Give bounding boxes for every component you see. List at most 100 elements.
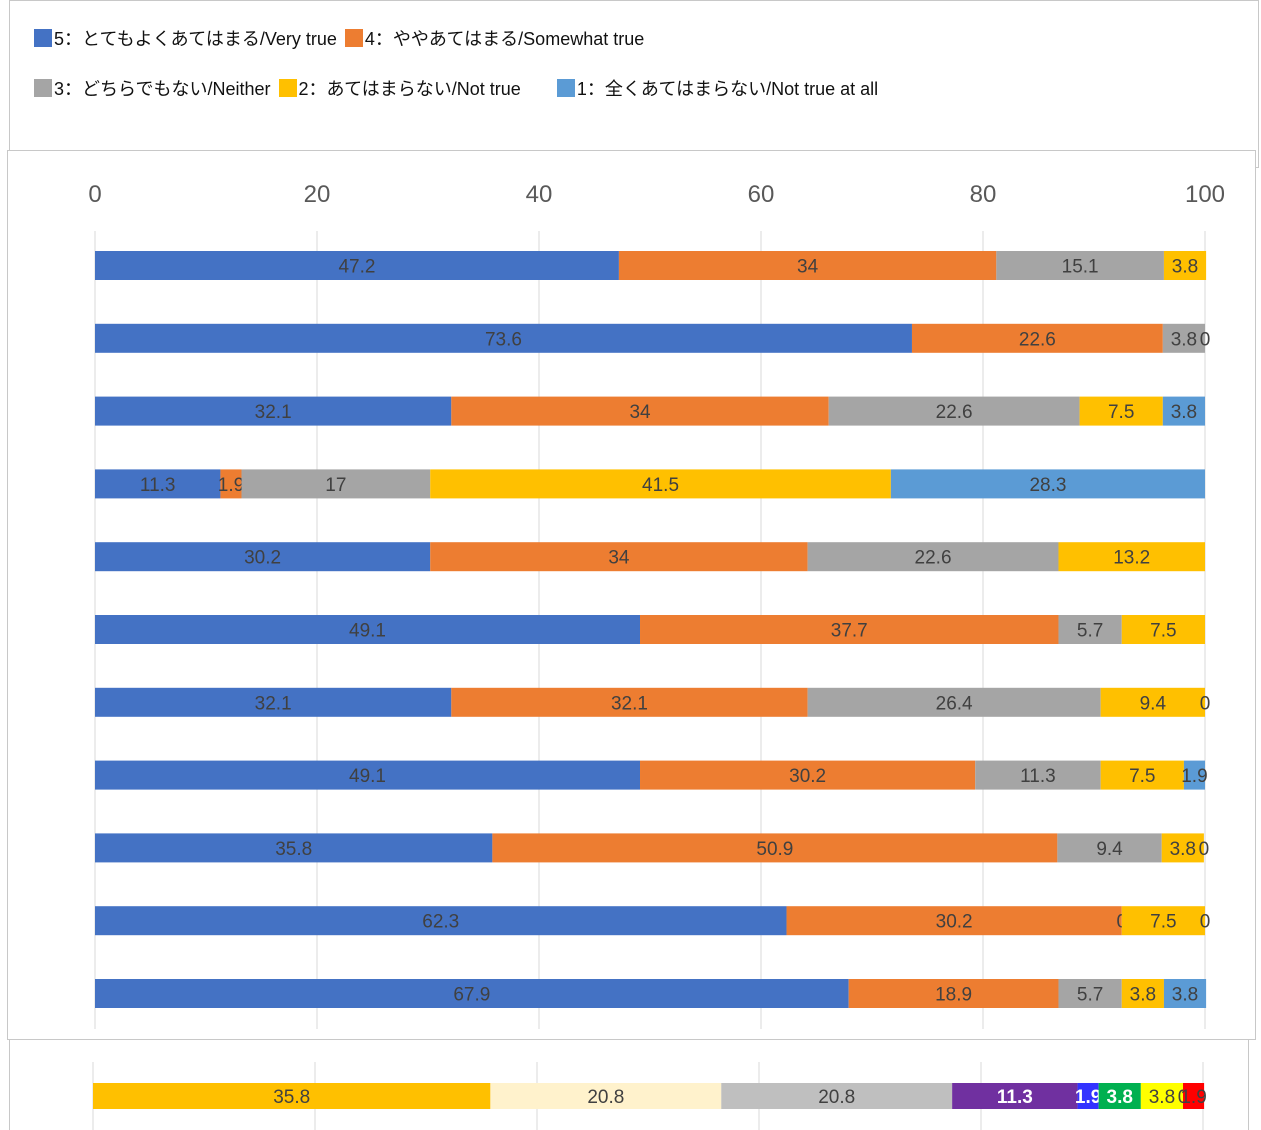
legend-label-not-true-at-all: 1：全くあてはまらない/Not true at all [576,79,879,99]
bar-segment [95,979,849,1008]
data-label: 20.8 [587,1087,624,1108]
data-label: 7.5 [1150,912,1176,933]
data-label: 50.9 [756,839,793,860]
bar-segment [93,1083,491,1109]
bar-segment [95,687,452,717]
bar-segment [430,542,808,572]
bar-segment [1100,687,1205,717]
data-label: 32.1 [255,402,292,423]
legend-row-1: 5：とてもよくあてはまる/Very true 4：ややあてはまる/Somewha… [34,25,652,51]
data-label: 30.2 [936,912,973,933]
data-label: 5.7 [1077,985,1103,1006]
data-label: 11.3 [1020,766,1056,787]
bar-segment [828,396,1080,426]
data-label: 1.9 [1181,766,1207,787]
x-tick-label: 100 [1185,181,1225,208]
data-label: 3.8 [1171,329,1197,350]
bar-segment [911,323,1163,353]
data-label: 34 [629,402,651,423]
legend-swatch-somewhat-true [344,29,363,47]
data-label: 0 [1199,839,1210,860]
bar-segment [1183,1083,1205,1109]
bar-segment [786,906,1122,936]
data-label: 32.1 [611,693,648,714]
bar-segment [95,323,912,353]
bar-segment [890,469,1205,499]
bar-segment [95,760,641,790]
main-chart-panel: 0 20 40 60 80 100 47.2 34 15.1 3.8 73.6 22.6 3.8 0 32.… [7,150,1256,1040]
data-label: 3.8 [1171,402,1197,423]
bar-segment [451,687,808,717]
bar-segment [952,1083,1078,1109]
legend-item-very-true: 5：とてもよくあてはまる/Very true [34,25,337,51]
legend-row-2: 3：どちらでもない/Neither 2：あてはまらない/Not true 1：全… [34,75,886,101]
bar-segment [721,1083,953,1109]
bar-segment [996,251,1164,280]
bar-segment [241,469,431,499]
data-label: 20.8 [818,1087,855,1108]
bar-segment [1161,833,1204,863]
data-label: 35.8 [275,839,312,860]
data-label: 17 [325,475,346,496]
data-label: 3.8 [1172,257,1198,278]
data-label: 28.3 [1029,475,1066,496]
data-label: 35.8 [273,1087,310,1108]
legend-label-very-true: 5：とてもよくあてはまる/Very true [54,29,337,49]
legend-item-somewhat-true: 4：ややあてはまる/Somewhat true [344,25,645,51]
bar-segment [640,615,1059,644]
bar-segment [1077,1083,1099,1109]
bar-segment [492,833,1058,863]
bar-segment [1163,979,1207,1008]
data-label: 9.4 [1140,693,1167,714]
data-label: 18.9 [935,985,972,1006]
legend-swatch-neither [34,79,52,97]
data-label: 47.2 [338,257,375,278]
data-label: 9.4 [1096,839,1123,860]
bar-segment [618,251,997,280]
bar-segment [95,251,619,280]
data-label: 7.5 [1108,402,1134,423]
chart-legend: 5：とてもよくあてはまる/Very true 4：ややあてはまる/Somewha… [9,0,1259,168]
bar-segment [1058,979,1122,1008]
legend-label-neither: 3：どちらでもない/Neither [54,79,271,99]
bar-segment [1162,323,1205,353]
bar-segment [1162,396,1205,426]
bar-segment [95,542,431,572]
legend-item-not-true: 2：あてはまらない/Not true [278,75,521,101]
legend-label-somewhat-true: 4：ややあてはまる/Somewhat true [364,29,645,49]
data-label: 1.9 [1180,1087,1206,1108]
data-label: 15.1 [1062,257,1099,278]
data-label: 22.6 [936,402,973,423]
bar-segment [848,979,1059,1008]
bar-segment [1079,396,1163,426]
data-label: 7.5 [1129,766,1155,787]
data-label: 3.8 [1149,1087,1175,1108]
bar-segment [1183,760,1205,790]
bar-segment [1100,760,1184,790]
second-stacked-bar-chart: 35.820.820.811.31.93.83.801.9 [92,1062,1207,1130]
data-label: 41.5 [642,475,679,496]
data-label: 3.8 [1170,839,1196,860]
bar-segment [975,760,1101,790]
bar-segment [95,396,452,426]
bar-segment [1140,1083,1184,1109]
data-label: 0 [1200,693,1211,714]
legend-swatch-very-true [34,29,52,47]
bar-segment [220,469,242,499]
x-tick-label: 80 [970,181,997,208]
bar-segment [95,833,493,863]
legend-item-neither: 3：どちらでもない/Neither [34,75,271,101]
legend-item-not-true-at-all: 1：全くあてはまらない/Not true at all [556,75,879,101]
data-label: 3.8 [1107,1087,1133,1108]
bar-segment [807,542,1059,572]
x-tick-label: 20 [304,181,331,208]
data-label: 5.7 [1077,621,1103,642]
data-label: 1.9 [1075,1087,1101,1108]
data-label: 49.1 [349,766,386,787]
data-label: 1.9 [218,475,244,496]
data-label: 73.6 [485,329,522,350]
bar-segment [1121,906,1205,936]
bar-segment [490,1083,722,1109]
legend-swatch-not-true-at-all [556,79,575,97]
